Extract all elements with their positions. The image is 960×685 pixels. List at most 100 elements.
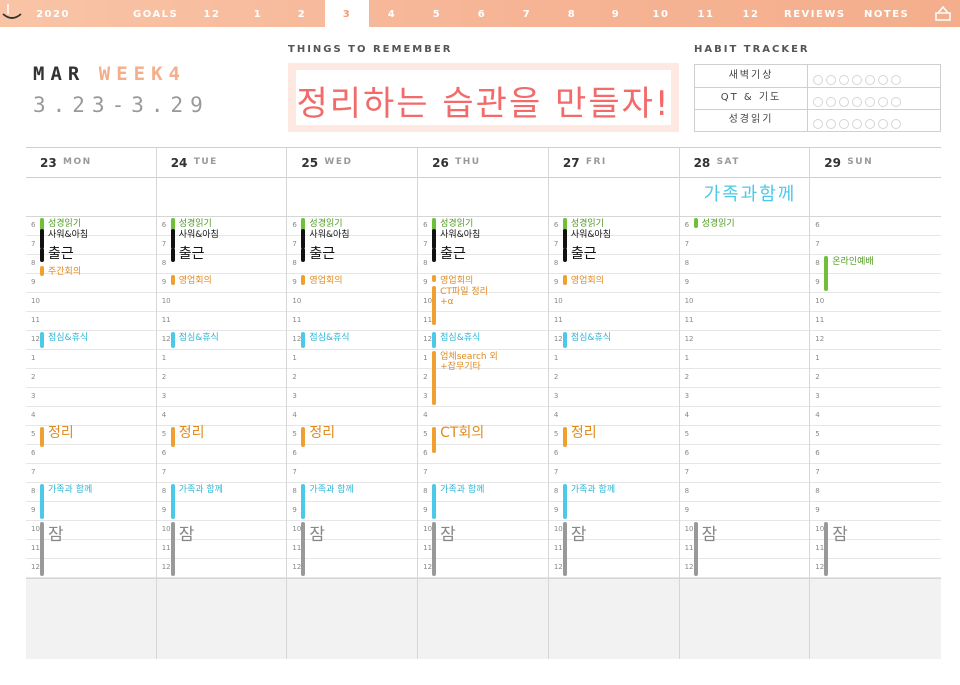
menu-button[interactable] (0, 0, 24, 27)
event-label[interactable]: 성경읽기 (178, 219, 212, 229)
event-label[interactable]: 정리 (48, 425, 74, 441)
all-day-slot[interactable] (810, 176, 941, 217)
day-column-sat[interactable]: 28 SAT 가족과함께 6 7 8 9 10 11 12 1 2 3 4 5 6 7 8 9 10 11 12 성경읽기 잠 (679, 147, 811, 659)
event-label[interactable]: 잠 (701, 525, 718, 545)
event-label[interactable]: 사워&아침 (48, 230, 89, 241)
hour-slot[interactable]: 8 (418, 482, 548, 502)
hour-slot[interactable]: 8 (548, 254, 679, 274)
hour-slot[interactable]: 2 (548, 368, 679, 388)
event-label[interactable]: 잠 (570, 525, 587, 545)
hour-slot[interactable]: 8 (418, 254, 548, 274)
event-label[interactable]: 가족과 함께 (570, 485, 616, 495)
event-label[interactable]: 성경읽기 (570, 219, 604, 229)
hour-slot[interactable]: 10 (287, 292, 418, 312)
hour-slot[interactable]: 6 (156, 216, 287, 236)
event-label[interactable]: 가족과 함께 (309, 485, 354, 495)
hour-slot[interactable]: 4 (810, 406, 941, 426)
event-label[interactable]: 성경읽기 (48, 219, 82, 229)
tab-8[interactable]: 8 (567, 9, 577, 20)
notes-area[interactable] (287, 578, 418, 659)
notes-area[interactable] (156, 578, 287, 659)
hour-slot[interactable]: 7 (26, 463, 156, 483)
event-label[interactable]: 영업회의 (178, 276, 212, 286)
shelf-icon[interactable] (934, 4, 952, 22)
hour-slot[interactable]: 7 (287, 463, 418, 483)
event-label[interactable]: 사워&아침 (178, 230, 219, 241)
hour-slot[interactable]: 6 (26, 444, 156, 464)
hour-slot[interactable]: 7 (679, 463, 810, 483)
all-day-slot[interactable] (26, 176, 156, 217)
hour-slot[interactable]: 9 (679, 501, 810, 521)
hour-slot[interactable]: 6 (287, 444, 418, 464)
event-bar[interactable] (301, 218, 306, 234)
hour-slot[interactable]: 11 (679, 311, 810, 331)
hour-slot[interactable]: 9 (287, 273, 418, 293)
event-label[interactable]: 주간회의 (48, 266, 82, 277)
event-bar[interactable] (562, 484, 567, 519)
hour-slot[interactable]: 10 (679, 520, 810, 540)
habit-check[interactable] (826, 97, 836, 107)
notes-area[interactable] (26, 578, 156, 659)
hour-slot[interactable]: 11 (156, 311, 287, 331)
hour-slot[interactable]: 12 (156, 330, 287, 350)
event-bar[interactable] (432, 332, 437, 348)
hour-slot[interactable]: 11 (418, 311, 548, 331)
hour-slot[interactable]: 9 (418, 501, 548, 521)
hour-slot[interactable]: 4 (548, 406, 679, 426)
hour-slot[interactable]: 12 (26, 558, 156, 578)
habit-check[interactable] (839, 75, 849, 85)
hour-slot[interactable]: 10 (156, 292, 287, 312)
habit-check[interactable] (813, 119, 823, 129)
event-bar[interactable] (562, 229, 567, 250)
event-bar[interactable] (693, 522, 698, 576)
habit-check[interactable] (839, 97, 849, 107)
hour-slot[interactable]: 10 (287, 520, 418, 540)
hour-slot[interactable]: 4 (287, 406, 418, 426)
hour-slot[interactable]: 4 (156, 406, 287, 426)
event-label[interactable]: 업체search 외 +잡무기타 (440, 352, 498, 372)
hour-slot[interactable]: 12 (548, 330, 679, 350)
hour-slot[interactable]: 10 (810, 520, 941, 540)
hour-slot[interactable]: 10 (156, 520, 287, 540)
hour-slot[interactable]: 12 (156, 558, 287, 578)
hour-slot[interactable]: 3 (548, 387, 679, 407)
notes-area[interactable] (679, 578, 810, 659)
event-bar[interactable] (40, 248, 44, 263)
hour-slot[interactable]: 12 (26, 330, 156, 350)
hour-slot[interactable]: 8 (26, 254, 156, 274)
hour-slot[interactable]: 2 (287, 368, 418, 388)
hour-slot[interactable]: 3 (810, 387, 941, 407)
hour-slot[interactable]: 5 (548, 425, 679, 445)
event-bar[interactable] (432, 522, 437, 576)
event-bar[interactable] (40, 484, 44, 519)
hour-slot[interactable]: 11 (156, 539, 287, 559)
hour-slot[interactable]: 5 (679, 425, 810, 445)
hour-slot[interactable]: 1 (287, 349, 418, 369)
tab-3[interactable]: 3 (325, 0, 369, 27)
event-label[interactable]: 잠 (440, 525, 456, 545)
hour-slot[interactable]: 6 (810, 216, 941, 236)
event-bar[interactable] (40, 522, 44, 576)
event-label[interactable]: 성경읽기 (701, 219, 735, 229)
day-column-fri[interactable]: 27 FRI 6 7 8 9 10 11 12 1 2 3 4 5 6 7 8 9 10 11 12 성경읽기 사워&아침 출… (548, 147, 680, 659)
event-bar[interactable] (170, 427, 175, 447)
habit-check[interactable] (826, 75, 836, 85)
hour-slot[interactable]: 6 (418, 444, 548, 464)
event-label[interactable]: 영업회의 (570, 276, 604, 286)
hour-slot[interactable]: 9 (418, 273, 548, 293)
hour-slot[interactable]: 6 (548, 444, 679, 464)
hour-slot[interactable]: 11 (810, 539, 941, 559)
hour-slot[interactable]: 6 (679, 444, 810, 464)
hour-slot[interactable]: 9 (26, 273, 156, 293)
event-label[interactable]: 출근 (48, 246, 74, 263)
event-bar[interactable] (301, 427, 306, 447)
hour-slot[interactable]: 5 (156, 425, 287, 445)
hour-slot[interactable]: 12 (548, 558, 679, 578)
event-bar[interactable] (432, 427, 437, 453)
event-label[interactable]: 정리 (570, 425, 597, 441)
day-column-tue[interactable]: 24 TUE 6 7 8 9 10 11 12 1 2 3 4 5 6 7 8 9 10 11 12 성경읽기 사워&아침 출… (156, 147, 288, 659)
event-bar[interactable] (824, 256, 829, 291)
hour-slot[interactable]: 8 (679, 482, 810, 502)
hour-slot[interactable]: 3 (26, 387, 156, 407)
hour-slot[interactable]: 5 (810, 425, 941, 445)
